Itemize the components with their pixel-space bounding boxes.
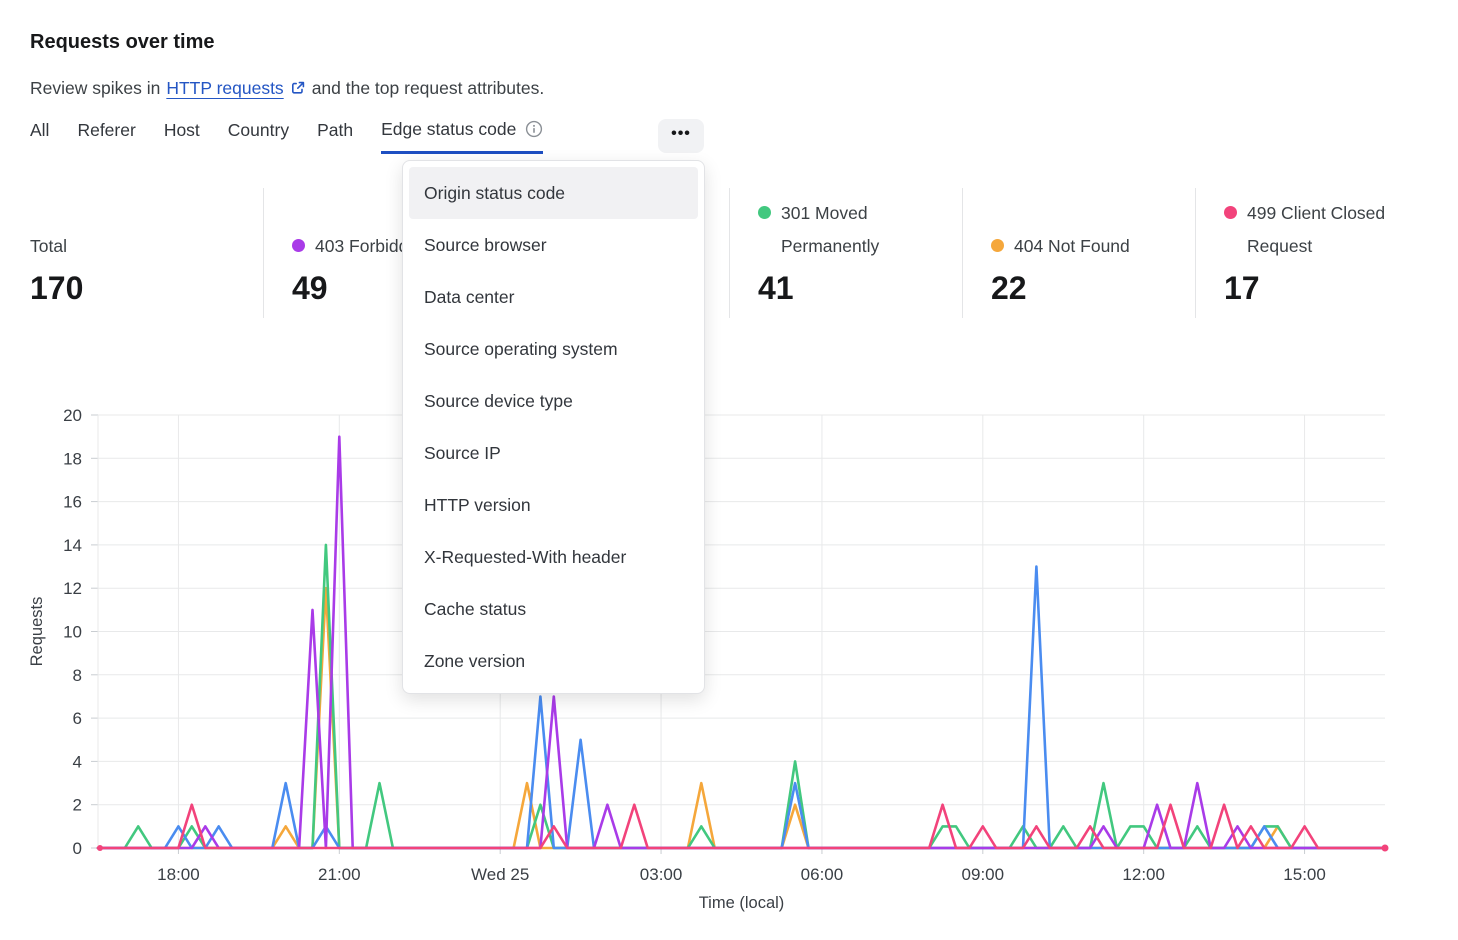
x-tick-label: Wed 25 [471,865,529,884]
y-tick-label: 4 [73,752,82,771]
y-tick-label: 12 [63,579,82,598]
menu-item-label: Origin status code [424,182,566,203]
y-tick-label: 8 [73,666,82,685]
tab-path[interactable]: Path [317,116,353,154]
menu-item-zone-version[interactable]: Zone version [409,635,698,687]
tab-host[interactable]: Host [164,116,200,154]
y-tick-label: 14 [63,536,82,555]
stat-label: Total [30,230,67,262]
menu-item-label: Cache status [424,598,527,619]
series-color-dot [292,238,305,252]
y-tick-label: 16 [63,493,82,512]
subtitle-prefix: Review spikes in [30,77,161,98]
x-tick-label: 15:00 [1283,865,1326,884]
stat-value: 49 [292,270,328,306]
tab-label: Country [227,120,290,140]
menu-item-data-center[interactable]: Data center [409,271,698,323]
menu-item-http-version[interactable]: HTTP version [409,479,698,531]
series-line-403-forbidden [96,435,1387,850]
stat-404-not-found: 404 Not Found 22 [962,188,1195,318]
tab-label: Referer [77,120,136,140]
series-start-dot [97,845,103,851]
tab-label: All [30,120,50,140]
stat-value: 22 [991,270,1027,306]
stat-499-client-closed-request: 499 Client Closed Request 17 [1195,188,1428,318]
stat-label-text: 404 Not Found [1014,235,1130,256]
x-tick-label: 12:00 [1122,865,1165,884]
stat-label-text: Total [30,235,67,256]
series-end-dot [1381,844,1389,852]
menu-item-source-operating-system[interactable]: Source operating system [409,323,698,375]
menu-item-label: Source operating system [424,338,618,359]
menu-item-label: Data center [424,286,515,307]
series-color-dot [991,238,1004,252]
y-axis-title: Requests [28,597,46,667]
summary-stats: Total 170 403 Forbidden 49 301 Moved Permane… [30,188,1428,318]
page-title: Requests over time [30,30,215,53]
stat-label-text: 499 Client Closed Request [1247,203,1386,256]
tab-label: Edge status code [381,118,517,139]
y-tick-label: 18 [63,449,82,468]
x-tick-label: 18:00 [157,865,200,884]
menu-item-label: HTTP version [424,494,531,515]
stat-label: 404 Not Found [991,230,1130,262]
series-color-dot [758,206,771,220]
tab-label: Host [163,120,200,140]
tab-edge-status-code[interactable]: Edge status code [381,116,544,154]
stat-label: 499 Client Closed Request [1224,197,1412,262]
menu-item-source-ip[interactable]: Source IP [409,427,698,479]
tab-referer[interactable]: Referer [77,116,135,154]
series-line-499-client-closed-request [96,803,1387,850]
stat-301-moved-permanently: 301 Moved Permanently 41 [729,188,962,318]
external-link-icon [291,81,304,94]
y-tick-label: 20 [63,406,82,425]
x-tick-label: 03:00 [640,865,683,884]
menu-item-x-requested-with-header[interactable]: X-Requested-With header [409,531,698,583]
series-color-dot [1224,206,1237,220]
tab-all[interactable]: All [30,116,49,154]
http-requests-link[interactable]: HTTP requests [166,78,305,99]
info-icon[interactable] [525,120,543,138]
x-tick-label: 21:00 [318,865,361,884]
stat-value: 41 [758,270,794,306]
requests-chart: 0 2 4 6 8 10 12 14 16 18 20 18:00 21:00 Wed 25 03:00 06… [28,406,1389,912]
x-tick-label: 09:00 [962,865,1005,884]
menu-item-label: Source device type [424,390,573,411]
stat-label-text: 403 Forbidden [315,235,428,256]
x-tick-label: 06:00 [801,865,844,884]
stat-value: 170 [30,270,84,306]
http-requests-link-label: HTTP requests [166,77,284,98]
menu-item-origin-status-code[interactable]: Origin status code [409,167,698,219]
y-tick-label: 2 [73,796,82,815]
more-tabs-button[interactable]: ••• [658,119,704,153]
tab-country[interactable]: Country [228,116,289,154]
stat-value: 17 [1224,270,1260,306]
stat-label-text: 301 Moved Permanently [781,203,880,256]
stat-label: 403 Forbidden [292,230,428,262]
tab-label: Path [317,120,354,140]
y-tick-label: 6 [73,709,82,728]
stat-label: 301 Moved Permanently [758,197,946,262]
menu-item-label: X-Requested-With header [424,546,627,567]
subtitle-suffix: and the top request attributes. [311,77,545,98]
dimension-tabs: All Referer Host Country Path Edge status cod… [30,116,544,154]
y-tick-label: 10 [63,623,82,642]
menu-item-source-browser[interactable]: Source browser [409,219,698,271]
menu-item-label: Source browser [424,234,547,255]
subtitle: Review spikes in HTTP requests and the t… [30,78,544,99]
stat-total: Total 170 [30,188,263,318]
menu-item-cache-status[interactable]: Cache status [409,583,698,635]
dimension-menu: Origin status code Source browser Data cen… [402,160,705,694]
series-line-301-moved-permanently [96,543,1387,850]
y-tick-label: 0 [73,839,82,858]
x-axis-title: Time (local) [699,894,785,912]
menu-item-label: Zone version [424,650,526,671]
menu-item-label: Source IP [424,442,501,463]
stat-403-forbidden: 403 Forbidden 49 [263,188,496,318]
menu-item-source-device-type[interactable]: Source device type [409,375,698,427]
